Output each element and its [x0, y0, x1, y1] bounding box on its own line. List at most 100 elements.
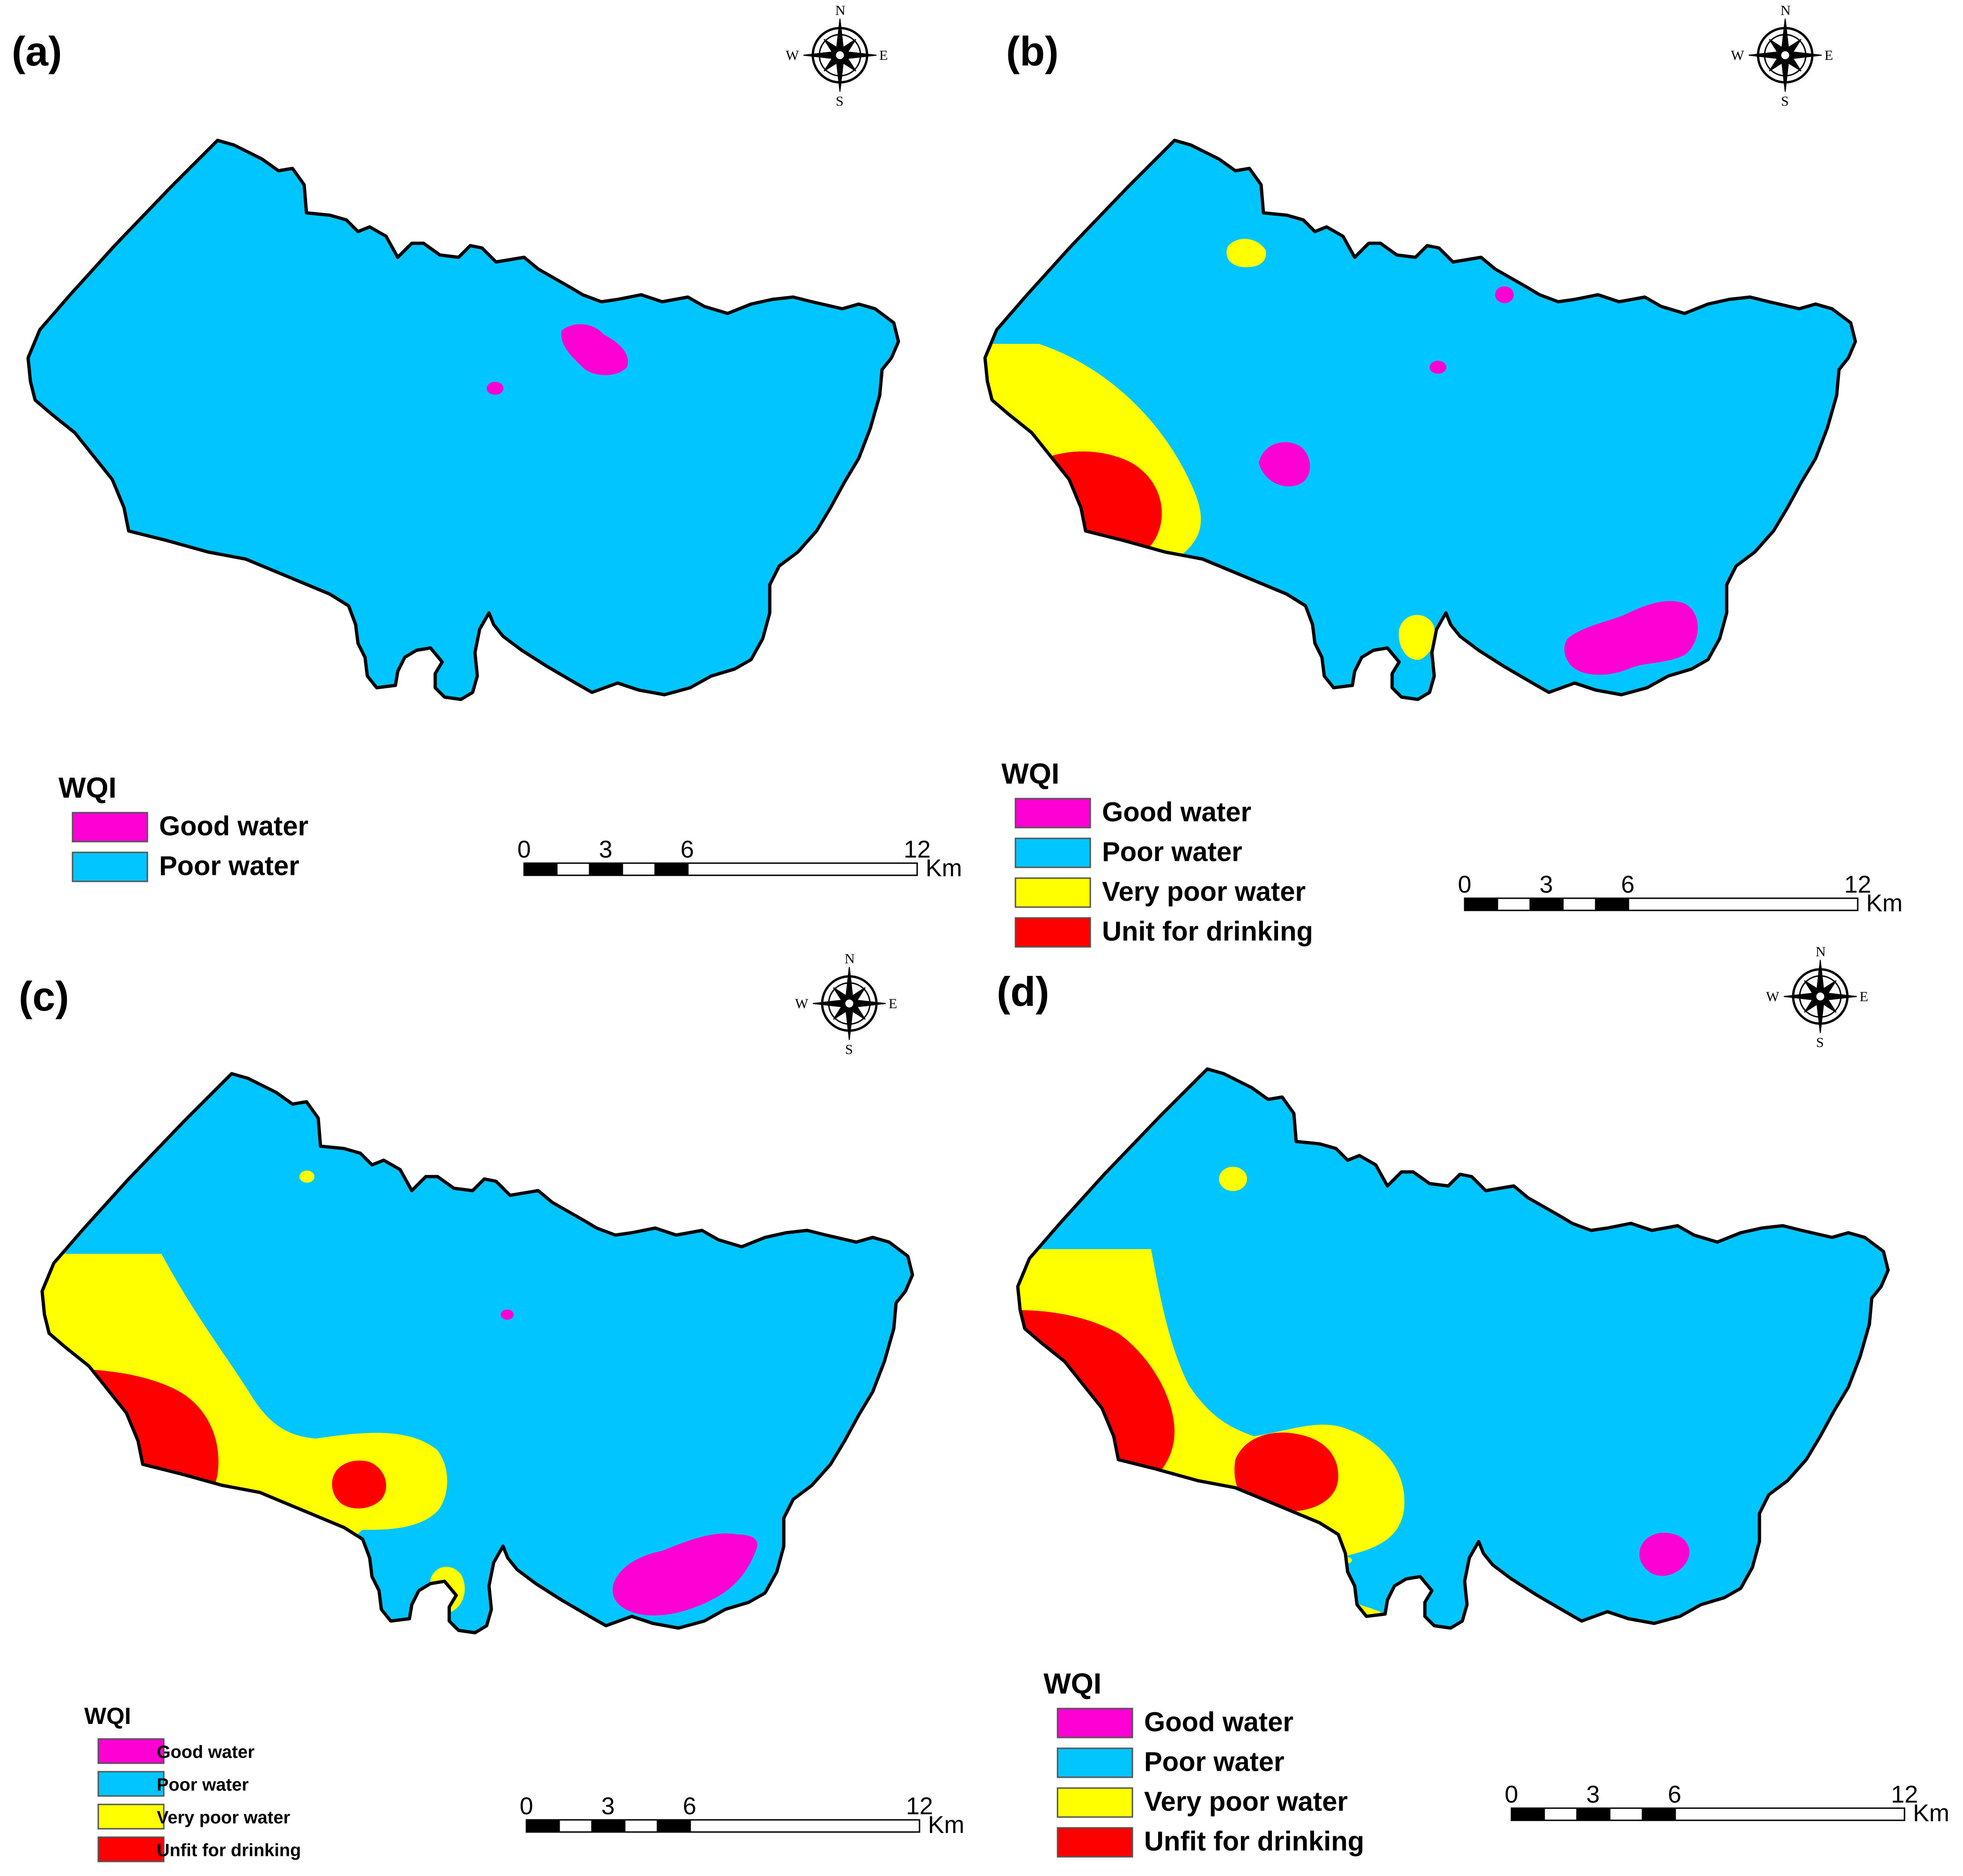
zone-poor [210, 1511, 273, 1571]
legend-swatch [1014, 837, 1091, 868]
scale-unit: Km [928, 1811, 964, 1839]
scale-tick-label: 12 [1844, 871, 1871, 898]
scale-tick-label: 6 [1621, 871, 1635, 898]
legend-swatch [1057, 1708, 1133, 1738]
north-arrow-icon: N S E W [795, 951, 897, 1057]
zone-very-poor [1219, 1167, 1247, 1191]
scale-tick-label: 0 [518, 836, 531, 863]
compass-e: E [879, 48, 888, 63]
compass-e: E [1860, 989, 1868, 1004]
scale-tick-label: 12 [906, 1793, 933, 1820]
scale-tick-label: 12 [1891, 1781, 1918, 1808]
legend-label: Unfit for drinking [1144, 1826, 1364, 1856]
zone-good [487, 382, 504, 395]
scale-unit: Km [1866, 890, 1903, 917]
legend-label: Poor water [157, 1775, 249, 1795]
scale-tick-label: 0 [1505, 1781, 1518, 1808]
scale-tick-label: 3 [599, 836, 613, 863]
legend-swatch [1014, 798, 1091, 829]
panel-label: (d) [997, 968, 1049, 1015]
legend-swatch [97, 1836, 165, 1862]
scale-tick-label: 0 [520, 1793, 533, 1820]
legend-label: Unit for drinking [1102, 916, 1313, 946]
legend-label: Good water [1102, 797, 1251, 827]
legend-label: Poor water [159, 851, 299, 881]
legend-swatch [97, 1771, 165, 1797]
zone-good [1564, 601, 1698, 675]
legend-swatch [1014, 917, 1091, 948]
north-arrow-icon: N S E W [786, 3, 888, 109]
compass-s: S [845, 1042, 853, 1057]
scale-unit: Km [926, 855, 962, 882]
legend-swatch [97, 1803, 165, 1830]
legend-title: WQI [84, 1703, 131, 1729]
compass-n: N [1816, 944, 1826, 960]
compass-w: W [1731, 48, 1744, 63]
legend-label: Poor water [1144, 1746, 1284, 1777]
legend-title: WQI [58, 772, 117, 804]
study-area-map [28, 140, 898, 699]
zone-very-poor [299, 1171, 314, 1183]
scale-tick-label: 6 [683, 1793, 696, 1820]
zone-good [1430, 361, 1446, 374]
study-area-map [0, 1074, 912, 1633]
map-panel-d: (d) N S E W WQI Good water Poor water Very poor … [997, 944, 1949, 1858]
zone-very-poor [1226, 239, 1266, 268]
panel-label: (c) [19, 973, 69, 1019]
legend-title: WQI [1001, 758, 1059, 790]
map-panel-c: (c) N S E W WQI Good water Poor water Very poor … [0, 951, 964, 1862]
study-area-map [931, 140, 1855, 737]
zone-unfit [1006, 451, 1162, 566]
scale-tick-label: 6 [1668, 1781, 1681, 1808]
legend-label: Good water [159, 811, 308, 841]
compass-w: W [1766, 989, 1780, 1004]
legend: WQI Good water Poor water Very poor water Un… [1001, 758, 1313, 948]
north-arrow-icon: N S E W [1766, 944, 1868, 1050]
compass-e: E [1824, 48, 1833, 63]
zone-good [561, 324, 628, 375]
zone-unfit [332, 1460, 387, 1509]
legend-swatch [72, 812, 148, 843]
zone-very-poor [1399, 615, 1435, 660]
legend-swatch [1014, 877, 1091, 908]
legend-swatch [1057, 1827, 1133, 1858]
legend-label: Very poor water [157, 1808, 290, 1828]
zone-good [613, 1533, 758, 1616]
scale-tick-label: 3 [601, 1793, 615, 1820]
compass-s: S [1781, 94, 1789, 109]
map-panel-b: (b) N S E W WQI Good water Poor water Very poor … [931, 3, 1903, 948]
legend-label: Good water [1144, 1707, 1293, 1737]
compass-e: E [889, 996, 897, 1011]
compass-s: S [836, 94, 844, 109]
panel-label: (b) [1006, 28, 1058, 74]
compass-w: W [786, 48, 799, 63]
zone-good [501, 1309, 514, 1320]
scale-tick-label: 0 [1458, 871, 1472, 898]
zone-good [1639, 1533, 1690, 1576]
legend-label: Unfit for drinking [157, 1841, 301, 1861]
panel-label: (a) [12, 28, 62, 74]
compass-n: N [1781, 3, 1791, 18]
legend: WQI Good water Poor water [58, 772, 308, 882]
legend-label: Poor water [1102, 836, 1242, 867]
compass-w: W [795, 996, 809, 1011]
scale-tick-label: 3 [1540, 871, 1553, 898]
legend-swatch [72, 851, 148, 882]
legend-label: Good water [157, 1743, 255, 1762]
zone-unfit [1234, 1432, 1338, 1512]
north-arrow-icon: N S E W [1731, 3, 1833, 109]
zone-good [1259, 442, 1310, 487]
scale-tick-label: 3 [1586, 1781, 1600, 1808]
legend-title: WQI [1044, 1668, 1102, 1700]
legend-label: Very poor water [1102, 876, 1306, 907]
legend-swatch [1057, 1747, 1133, 1778]
scale-tick-label: 6 [680, 836, 694, 863]
zone-poor [1151, 1483, 1196, 1526]
legend: WQI Good water Poor water Very poor water Un… [84, 1703, 301, 1862]
compass-n: N [845, 951, 855, 967]
